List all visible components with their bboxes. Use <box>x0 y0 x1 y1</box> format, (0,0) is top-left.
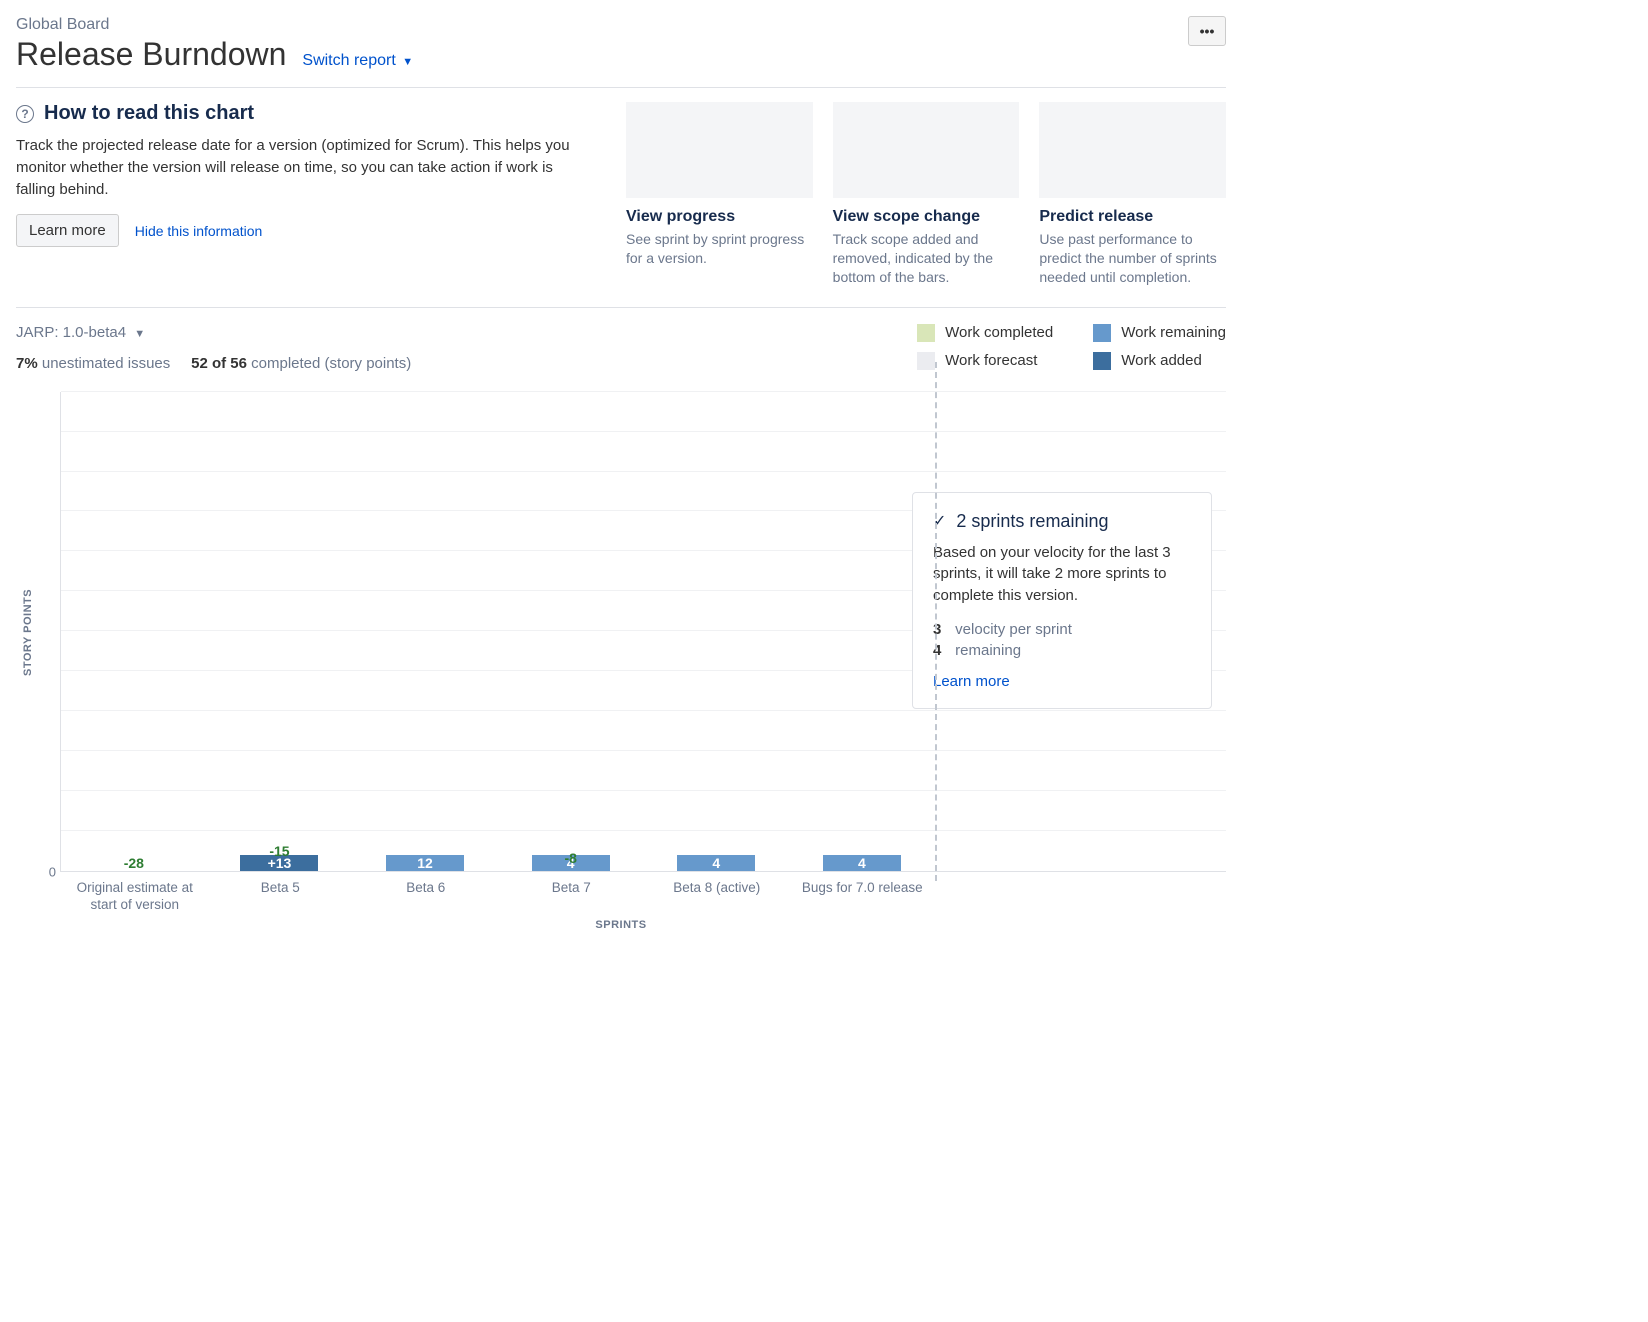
swatch-completed <box>917 324 935 342</box>
x-tick-label: Beta 7 <box>499 872 645 914</box>
completed-label: completed (story points) <box>251 355 411 372</box>
howto-description: Track the projected release date for a v… <box>16 135 576 200</box>
learn-more-button[interactable]: Learn more <box>16 214 119 247</box>
chevron-down-icon: ▼ <box>134 328 145 340</box>
x-tick-label: Beta 6 <box>353 872 499 914</box>
card-title: Predict release <box>1039 208 1226 226</box>
howto-heading: How to read this chart <box>44 102 254 125</box>
card-desc: Track scope added and removed, indicated… <box>833 230 1020 287</box>
card-desc: See sprint by sprint progress for a vers… <box>626 230 813 268</box>
swatch-remaining <box>1093 324 1111 342</box>
legend-label: Work added <box>1121 352 1202 369</box>
info-icon: ? <box>16 105 34 123</box>
forecast-learn-more-link[interactable]: Learn more <box>933 673 1010 690</box>
x-tick-label: Bugs for 7.0 release <box>790 872 936 914</box>
forecast-desc: Based on your velocity for the last 3 sp… <box>933 542 1191 607</box>
more-icon: ••• <box>1200 23 1215 39</box>
card-title: View progress <box>626 208 813 226</box>
completed-count: 52 of 56 <box>191 355 247 372</box>
unestimated-pct: 7% <box>16 355 38 372</box>
x-axis-labels: Original estimate at start of versionBet… <box>62 872 1226 914</box>
swatch-forecast <box>917 352 935 370</box>
thumb-predict-release <box>1039 102 1226 198</box>
page-title: Release Burndown <box>16 36 286 73</box>
breadcrumb[interactable]: Global Board <box>16 16 1226 34</box>
x-tick-label <box>935 872 1081 914</box>
thumb-view-scope-change <box>833 102 1020 198</box>
chart-bar: 12 <box>352 392 498 871</box>
chevron-down-icon: ▼ <box>402 56 413 68</box>
x-tick-label <box>1081 872 1227 914</box>
legend-label: Work completed <box>945 324 1053 341</box>
more-actions-button[interactable]: ••• <box>1188 16 1226 46</box>
unestimated-label: unestimated issues <box>42 355 170 372</box>
chart-bar: +13-15 <box>207 392 353 871</box>
thumb-view-progress <box>626 102 813 198</box>
card-desc: Use past performance to predict the numb… <box>1039 230 1226 287</box>
forecast-info-box: ✓ 2 sprints remaining Based on your velo… <box>912 492 1212 709</box>
forecast-title: 2 sprints remaining <box>956 511 1108 532</box>
hide-info-link[interactable]: Hide this information <box>135 223 263 239</box>
velocity-label: velocity per sprint <box>955 621 1072 638</box>
version-select[interactable]: JARP: 1.0-beta4 ▼ <box>16 324 411 341</box>
swatch-added <box>1093 352 1111 370</box>
legend-label: Work forecast <box>945 352 1037 369</box>
chart-legend: Work completed Work remaining Work forec… <box>917 324 1226 370</box>
version-label: JARP: 1.0-beta4 <box>16 324 126 341</box>
switch-report-label: Switch report <box>302 52 395 69</box>
x-tick-label: Original estimate at start of version <box>62 872 208 914</box>
remaining-label: remaining <box>955 642 1021 659</box>
burndown-chart: -28+13-15124-844 ✓ 2 sprints remaining B… <box>60 392 1226 872</box>
card-title: View scope change <box>833 208 1020 226</box>
switch-report-link[interactable]: Switch report ▼ <box>302 52 413 70</box>
x-tick-label: Beta 8 (active) <box>644 872 790 914</box>
y-axis-ticks: 0 <box>40 392 60 872</box>
chart-bar: 4 <box>644 392 790 871</box>
legend-label: Work remaining <box>1121 324 1226 341</box>
chart-bar: 4-8 <box>498 392 644 871</box>
x-tick-label: Beta 5 <box>208 872 354 914</box>
x-axis-label: SPRINTS <box>16 919 1226 931</box>
y-axis-label: STORY POINTS <box>16 392 40 872</box>
chart-bar: -28 <box>61 392 207 871</box>
